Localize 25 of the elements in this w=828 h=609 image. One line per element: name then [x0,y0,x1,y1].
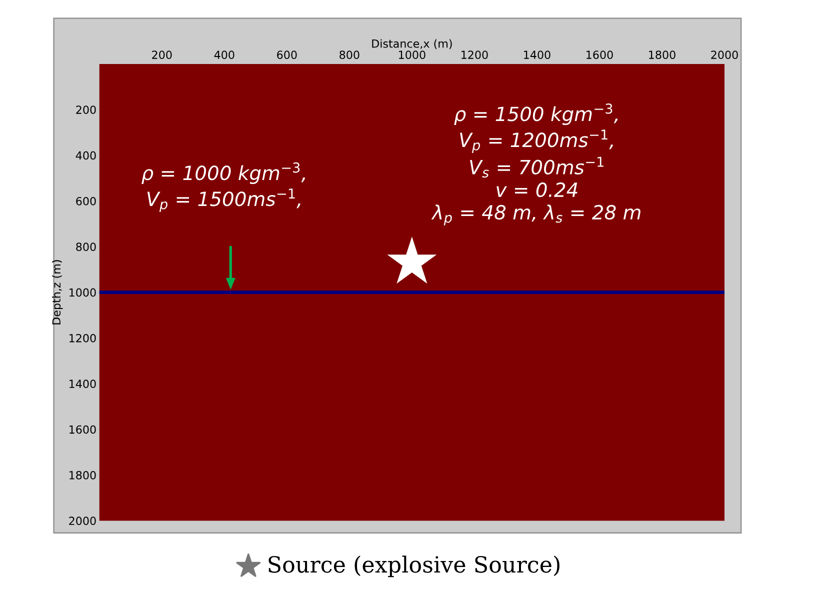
x-tick-label: 600 [277,50,297,60]
y-tick-label: 1000 [70,288,96,297]
text: ρ = 1000 kgm$^{−3}$, V$_{p}$ = 1500ms$^{−1}$, [142,162,305,212]
x-axis-title: Distance,x (m) [372,39,452,50]
y-tick-label: 400 [76,151,96,160]
x-tick-label: 1800 [649,50,676,60]
y-tick-label: 2000 [69,516,96,526]
x-tick-label: 1200 [462,50,488,60]
x-tick-label: 2000 [711,50,738,60]
x-tick-label: 400 [214,50,234,60]
y-tick-label: 1600 [70,425,96,434]
x-tick-label: 800 [340,50,360,60]
y-tick-label: 1800 [70,470,96,480]
source-note: Source (explosive Source) [268,556,560,578]
y-tick-label: 200 [76,106,96,114]
y-tick-label: 600 [76,196,96,206]
y-axis-title: Depth,z (m) [52,260,63,324]
text: ρ = 1500 kgm$^{−3}$, V$_{p}$ = 1200ms$^{−1}$, V$_{s}$ = 700ms$^{−1}$ v = 0.24 λ$_{p}$ = 48 m, λ$_{s}$ = 28 m [431,103,640,226]
y-tick-label: 800 [76,242,96,252]
y-tick-label: 1200 [70,334,96,342]
x-tick-label: 1000 [399,50,426,60]
x-tick-label: 1400 [524,50,550,60]
x-tick-label: 200 [152,50,172,60]
x-tick-label: 1600 [586,50,613,60]
y-tick-label: 1400 [70,380,96,388]
